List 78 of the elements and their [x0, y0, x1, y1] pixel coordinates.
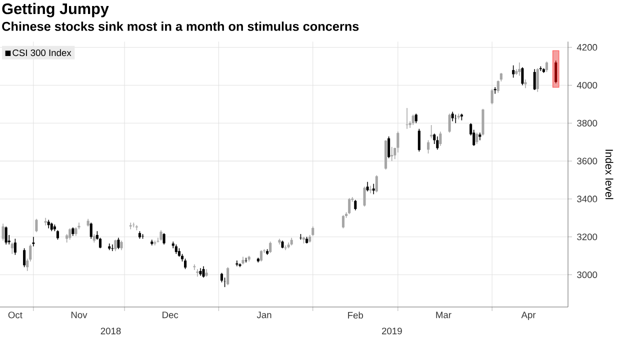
- candlestick: [226, 266, 230, 286]
- candlestick: [117, 237, 120, 250]
- x-tick-label: Dec: [162, 312, 178, 318]
- candlestick: [111, 244, 114, 252]
- candlestick: [363, 186, 366, 207]
- candlestick: [448, 113, 451, 134]
- candlestick: [114, 239, 117, 252]
- x-tick-label: Jan: [256, 312, 272, 318]
- candlestick: [269, 241, 272, 254]
- y-tick-label: 3600: [577, 158, 598, 164]
- candlestick: [427, 140, 430, 154]
- candlestick: [412, 114, 414, 126]
- candlestick: [196, 268, 199, 278]
- candlestick: [162, 232, 166, 245]
- x-tick-label: Feb: [348, 312, 364, 319]
- legend-label: CSI 300 Index: [12, 49, 72, 56]
- y-tick-label: 3200: [577, 234, 598, 240]
- candlestick: [174, 244, 178, 254]
- candlestick: [375, 174, 378, 193]
- candlestick: [418, 128, 420, 152]
- candlestick: [476, 132, 478, 144]
- candlestick: [372, 183, 375, 195]
- candlestick: [390, 146, 394, 162]
- candlestick: [366, 182, 369, 192]
- candlestick: [2, 223, 4, 242]
- candlestick: [512, 64, 515, 78]
- chart-title: Getting Jumpy: [2, 2, 109, 18]
- candlestick: [533, 68, 536, 90]
- candlestick: [342, 214, 345, 229]
- chart-subtitle: Chinese stocks sink most in a month on stimulus concerns: [2, 22, 359, 31]
- candlestick: [32, 236, 35, 247]
- candlestick: [354, 200, 357, 211]
- text: 2018: [100, 328, 121, 334]
- candlestick: [388, 136, 390, 159]
- x-tick-label: Mar: [436, 312, 452, 318]
- candlestick: [545, 61, 548, 72]
- candlestick: [521, 66, 524, 86]
- candlestick: [244, 257, 248, 263]
- candlestick: [430, 124, 433, 139]
- candlestick: [396, 131, 400, 153]
- candlestick: [518, 62, 521, 76]
- candlestick: [406, 108, 408, 130]
- candlestick: [23, 248, 26, 268]
- candlestick: [536, 68, 539, 92]
- x-tick-label: Nov: [71, 312, 88, 318]
- text: 2019: [382, 328, 402, 334]
- candlestick: [56, 230, 59, 240]
- candlestick: [68, 228, 72, 240]
- x-tick-label: Oct: [8, 312, 22, 318]
- candlestick: [260, 250, 262, 262]
- candlestick: [44, 218, 47, 226]
- candlestick: [14, 238, 16, 256]
- candlestick: [160, 230, 162, 242]
- candlestick: [554, 60, 558, 84]
- x-tick-label: Apr: [521, 312, 536, 320]
- candlestick: [202, 266, 205, 278]
- candlestick: [35, 218, 38, 233]
- candlestick: [10, 242, 14, 254]
- candlestick: [90, 222, 92, 240]
- y-tick-label: 3000: [577, 271, 598, 278]
- candlestick: [348, 198, 351, 215]
- candlestick: [193, 264, 196, 270]
- y-tick-label: 3800: [577, 120, 598, 126]
- candlestick: [120, 240, 123, 251]
- y-tick-label: 4200: [576, 44, 598, 51]
- candlestick: [451, 111, 454, 122]
- candlestick: [436, 136, 439, 150]
- candlestick: [439, 131, 442, 146]
- candlestick: [78, 222, 80, 230]
- candlestick: [220, 272, 224, 283]
- candlestick: [4, 226, 8, 245]
- candlestick: [414, 113, 418, 124]
- candlestick: [184, 258, 187, 270]
- candlestick: [490, 88, 494, 105]
- candlestick: [312, 226, 314, 236]
- y-tick-label: 3400: [577, 196, 598, 202]
- y-tick-label: 4000: [576, 82, 598, 89]
- y-axis-title: Index level: [605, 150, 614, 200]
